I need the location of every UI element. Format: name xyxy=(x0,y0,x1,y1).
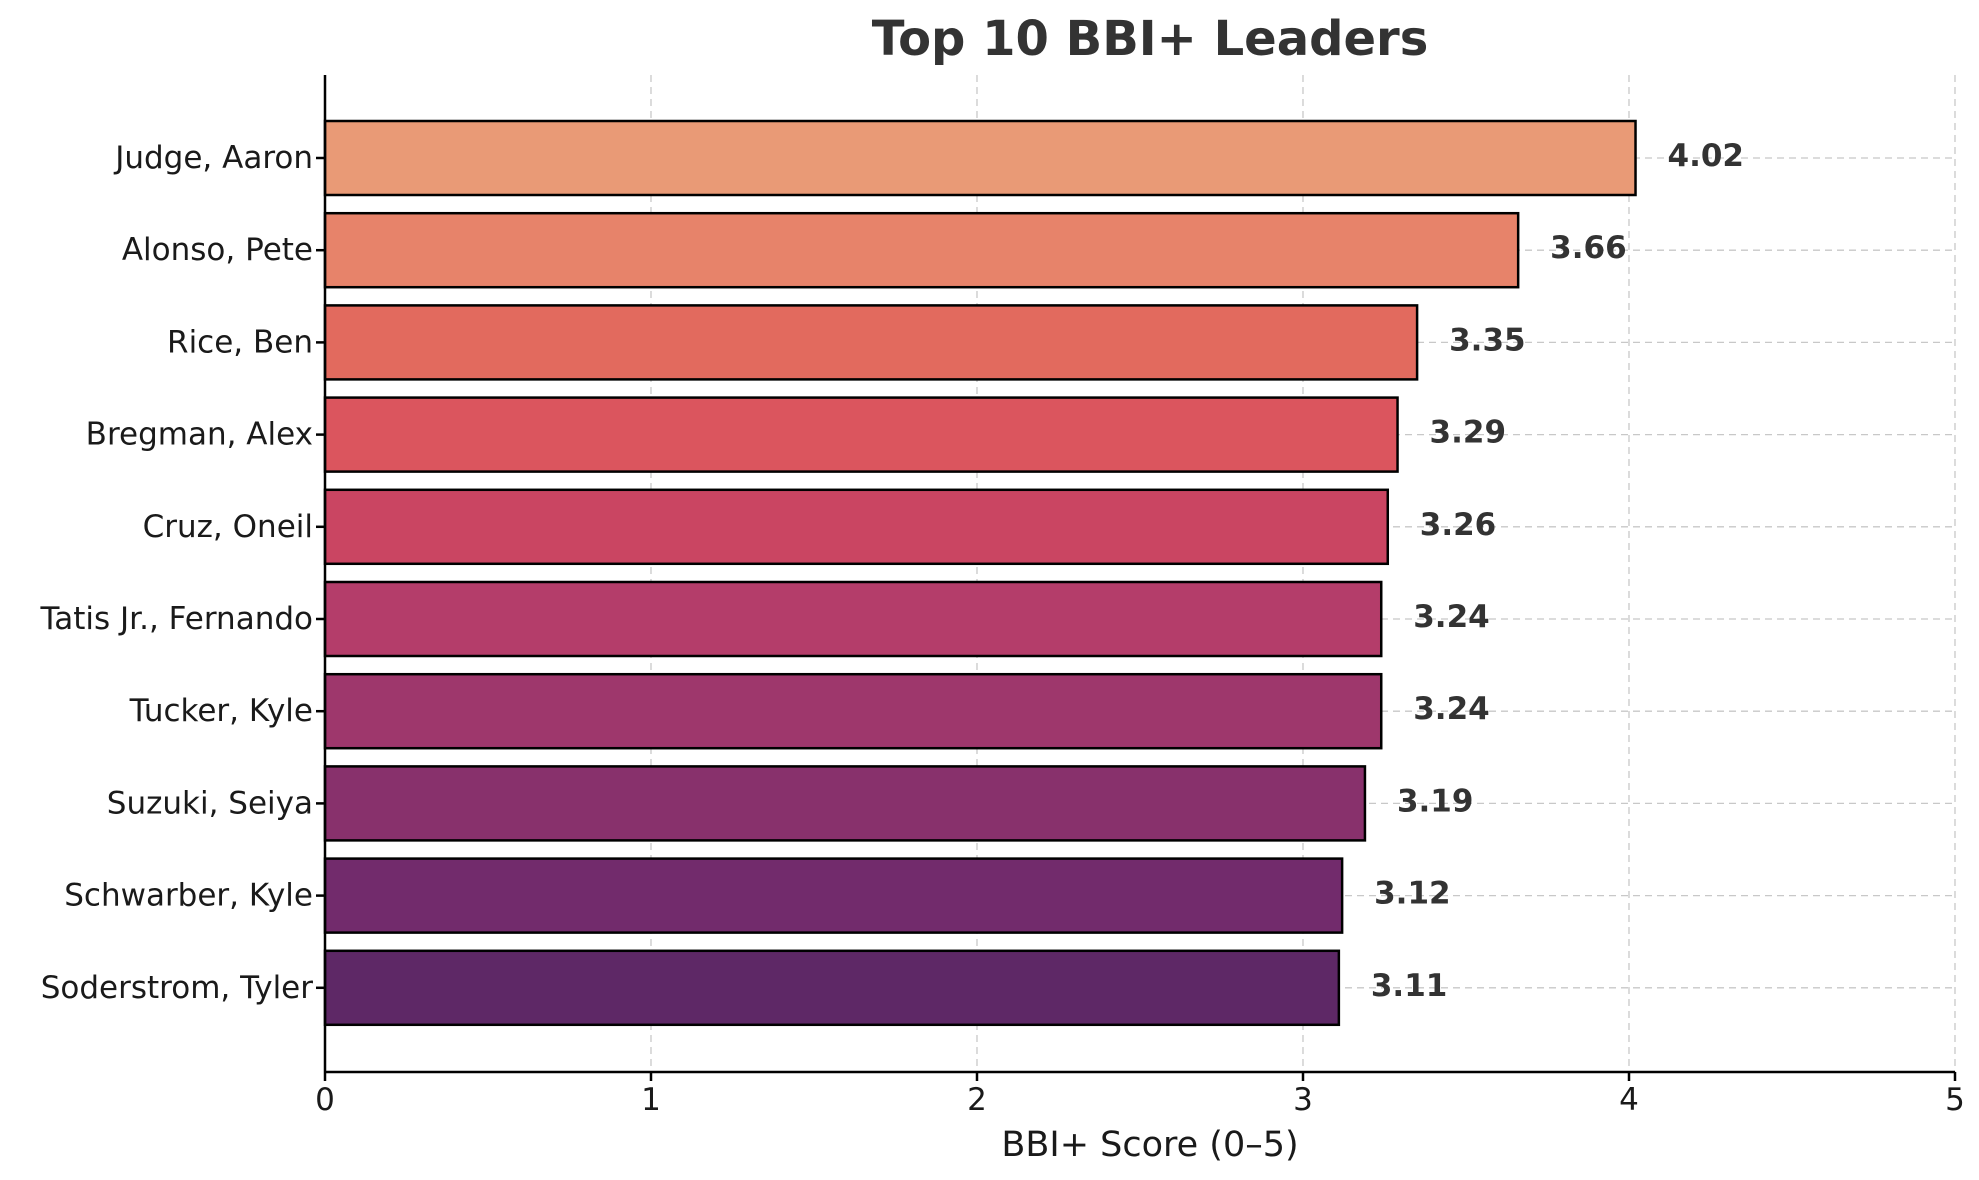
category-labels: Judge, Aaron Alonso, Pete Rice, Ben Bregman… xyxy=(39,140,313,1006)
x-axis-title: BBI+ Score (0–5) xyxy=(1001,1125,1298,1165)
value-label-2: 3.66 xyxy=(1550,230,1627,266)
category-label-1: Judge, Aaron xyxy=(113,140,313,176)
category-label-5: Cruz, Oneil xyxy=(143,509,313,545)
x-tick-label-4: 4 xyxy=(1619,1082,1639,1118)
bar-2 xyxy=(323,211,1520,289)
value-label-9: 3.12 xyxy=(1374,876,1451,912)
value-label-7: 3.24 xyxy=(1413,691,1490,727)
category-label-2: Alonso, Pete xyxy=(122,232,313,268)
value-label-4: 3.29 xyxy=(1430,415,1507,451)
bar-4 xyxy=(323,396,1399,473)
category-label-4: Bregman, Alex xyxy=(86,417,313,453)
bar-8 xyxy=(323,765,1367,842)
category-label-10: Soderstrom, Tyler xyxy=(41,970,314,1006)
value-labels: 4.02 3.66 3.35 3.29 3.26 3.24 3.24 3.19 3.12 3.11 xyxy=(1371,138,1744,1004)
x-tick-label-5: 5 xyxy=(1945,1082,1965,1118)
category-label-9: Schwarber, Kyle xyxy=(64,878,313,914)
value-label-1: 4.02 xyxy=(1668,138,1745,174)
category-label-7: Tucker, Kyle xyxy=(129,693,313,729)
bar-7 xyxy=(323,672,1383,750)
bar-10 xyxy=(323,949,1341,1027)
bar-9 xyxy=(323,857,1344,934)
value-label-6: 3.24 xyxy=(1413,599,1490,635)
x-tick-label-1: 1 xyxy=(641,1082,661,1118)
x-tick-label-2: 2 xyxy=(967,1082,987,1118)
bars xyxy=(323,119,1637,1027)
category-label-8: Suzuki, Seiya xyxy=(107,785,313,821)
value-label-8: 3.19 xyxy=(1397,783,1474,819)
axes: 0 1 2 3 4 5 xyxy=(315,75,1965,1118)
category-label-6: Tatis Jr., Fernando xyxy=(39,601,313,637)
chart-title: Top 10 BBI+ Leaders xyxy=(872,11,1429,67)
category-label-3: Rice, Ben xyxy=(167,324,313,360)
value-label-10: 3.11 xyxy=(1371,968,1448,1004)
x-tick-label-0: 0 xyxy=(315,1082,335,1118)
bar-1 xyxy=(323,119,1637,197)
x-tick-label-3: 3 xyxy=(1293,1082,1313,1118)
bar-6 xyxy=(323,580,1383,658)
value-label-3: 3.35 xyxy=(1449,322,1526,358)
bar-5 xyxy=(323,488,1390,566)
value-label-5: 3.26 xyxy=(1420,507,1497,543)
bar-3 xyxy=(323,304,1419,381)
